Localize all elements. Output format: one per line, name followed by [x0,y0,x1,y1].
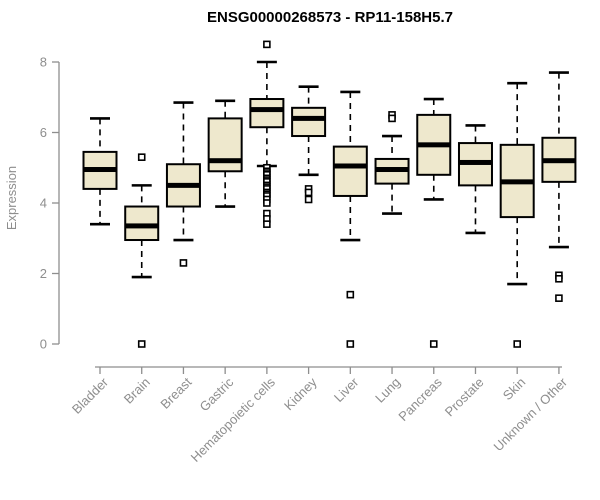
median-line-bladder [83,167,117,173]
box-hematopoietic-cells [249,98,285,129]
x-category-label-brain: Brain [121,375,153,407]
median-line-pancreas [417,142,451,148]
x-category-label-skin: Skin [500,375,528,403]
median-line-liver [333,163,367,169]
y-tick-label: 8 [40,55,47,70]
outlier-point-unknown-other [555,294,563,302]
outlier-point-liver [346,340,355,348]
outlier-point-skin [513,340,522,348]
y-tick-label: 2 [40,266,47,281]
median-line-breast [166,182,200,188]
y-tick-label: 4 [40,196,47,211]
x-category-label-lung: Lung [372,375,403,406]
median-line-brain [125,223,159,229]
median-line-kidney [292,115,326,121]
median-line-skin [500,179,534,185]
outlier-point-liver [346,290,355,299]
y-tick-label: 6 [40,125,47,140]
outlier-point-brain [137,153,146,161]
x-category-label-gastric: Gastric [197,374,237,414]
outlier-point-kidney [304,188,313,197]
x-category-label-liver: Liver [331,374,362,405]
box-gastric [207,117,243,173]
outlier-point-hematopoietic-cells [263,40,271,49]
x-category-label-pancreas: Pancreas [395,374,445,424]
median-line-hematopoietic-cells [250,107,284,113]
median-line-lung [375,167,409,173]
outlier-point-kidney [304,195,313,204]
outlier-point-hematopoietic-cells [263,199,271,207]
outlier-point-hematopoietic-cells [263,220,271,228]
box-brain [124,205,160,242]
box-kidney [291,106,327,138]
median-line-unknown-other [542,158,576,164]
x-category-label-unknown-other: Unknown / Other [490,374,570,454]
chart-title: ENSG00000268573 - RP11-158H5.7 [207,9,453,26]
outlier-point-unknown-other [555,274,563,283]
x-category-label-breast: Breast [157,374,194,411]
y-axis-title: Expression [4,166,19,230]
x-category-label-prostate: Prostate [442,375,487,420]
outlier-point-lung [388,114,396,123]
median-line-prostate [458,159,492,165]
y-tick-label: 0 [40,337,47,352]
x-category-label-kidney: Kidney [281,374,320,413]
box-liver [332,145,368,197]
outlier-point-pancreas [429,340,438,348]
x-category-label-bladder: Bladder [69,374,112,417]
outlier-point-brain [137,340,146,348]
median-line-gastric [208,158,242,164]
outlier-point-breast [179,259,188,267]
